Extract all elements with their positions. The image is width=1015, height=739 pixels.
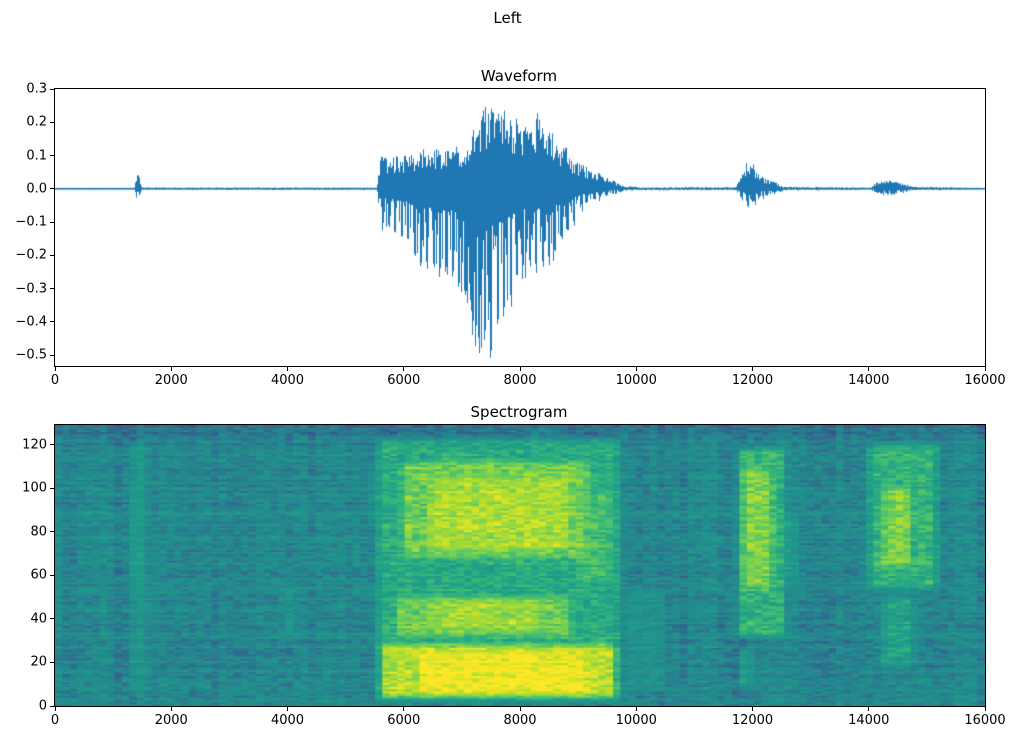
x-tick-mark [984,707,986,711]
x-tick-mark [54,707,56,711]
x-tick-mark [752,367,753,371]
x-tick-mark [868,367,870,371]
x-tick-mark [868,707,870,711]
x-tick-label: 14000 [848,373,890,388]
waveform-canvas [55,89,985,366]
x-tick-mark [170,367,172,371]
waveform-title: Waveform [480,67,558,85]
x-tick-label: 12000 [731,373,774,388]
y-tick-label: −0.5 [15,347,47,363]
waveform-plot: 0 2000 4000 6000 8000 10000 12000 14000 16000 0.3… [15,83,1005,388]
y-tick-mark [50,618,54,620]
x-tick-label: 8000 [503,373,537,388]
y-tick-mark [50,444,54,446]
x-tick-label: 4000 [270,713,305,728]
y-tick-mark [50,487,54,489]
y-tick-mark [50,705,54,707]
x-tick-label: 2000 [154,713,188,728]
x-tick-label: 16000 [964,373,1006,388]
y-tick-label: −0.1 [15,214,47,230]
x-tick-label: 10000 [615,373,657,388]
y-tick-label: 100 [22,480,47,496]
x-tick-label: 8000 [503,713,537,728]
y-tick-label: −0.2 [15,247,47,263]
spectrogram-plot: 0 2000 4000 6000 8000 10000 12000 14000 16000 0 20… [22,424,1006,727]
x-tick-mark [170,707,172,711]
x-tick-label: 6000 [387,373,421,388]
y-tick-label: 80 [30,524,47,540]
x-tick-label: 6000 [387,713,421,728]
y-tick-mark [50,574,54,576]
y-tick-mark [50,188,54,190]
y-tick-label: 40 [30,611,47,627]
y-tick-label: 0.0 [26,181,47,197]
x-tick-label: 12000 [731,713,774,728]
x-tick-mark [635,707,637,711]
y-tick-label: 0.2 [26,114,47,130]
x-tick-mark [635,367,637,371]
y-tick-label: 0.3 [26,81,47,97]
spectrogram-title: Spectrogram [470,403,568,421]
x-tick-mark [54,367,56,371]
x-tick-label: 16000 [964,713,1006,728]
y-tick-label: −0.4 [15,314,47,330]
y-tick-mark [50,321,54,323]
y-tick-label: 0 [38,698,47,714]
y-tick-mark [50,155,54,156]
x-tick-mark [752,707,753,711]
y-tick-mark [50,531,54,533]
y-tick-mark [50,254,54,256]
x-tick-label: 10000 [615,713,657,728]
y-tick-label: −0.3 [15,281,47,297]
y-tick-label: 60 [30,567,47,583]
x-tick-mark [287,707,288,711]
x-tick-label: 14000 [848,713,890,728]
x-tick-mark [287,367,288,371]
x-tick-mark [519,367,521,371]
x-tick-mark [403,707,405,711]
x-tick-mark [519,707,521,711]
y-tick-mark [50,221,54,223]
y-tick-label: 120 [22,437,47,453]
y-tick-mark [50,661,54,663]
y-tick-mark [50,288,54,290]
y-tick-mark [50,121,54,123]
x-tick-label: 0 [50,713,60,728]
x-tick-mark [984,367,986,371]
x-tick-label: 0 [50,373,60,388]
x-tick-mark [403,367,405,371]
spectrogram-canvas [55,425,985,706]
x-tick-label: 4000 [270,373,305,388]
x-tick-label: 2000 [154,373,188,388]
y-tick-label: 20 [30,654,47,670]
y-tick-mark [50,354,54,356]
y-tick-mark [50,88,54,90]
figure-title: Left [493,9,522,27]
y-tick-label: 0.1 [26,148,47,163]
